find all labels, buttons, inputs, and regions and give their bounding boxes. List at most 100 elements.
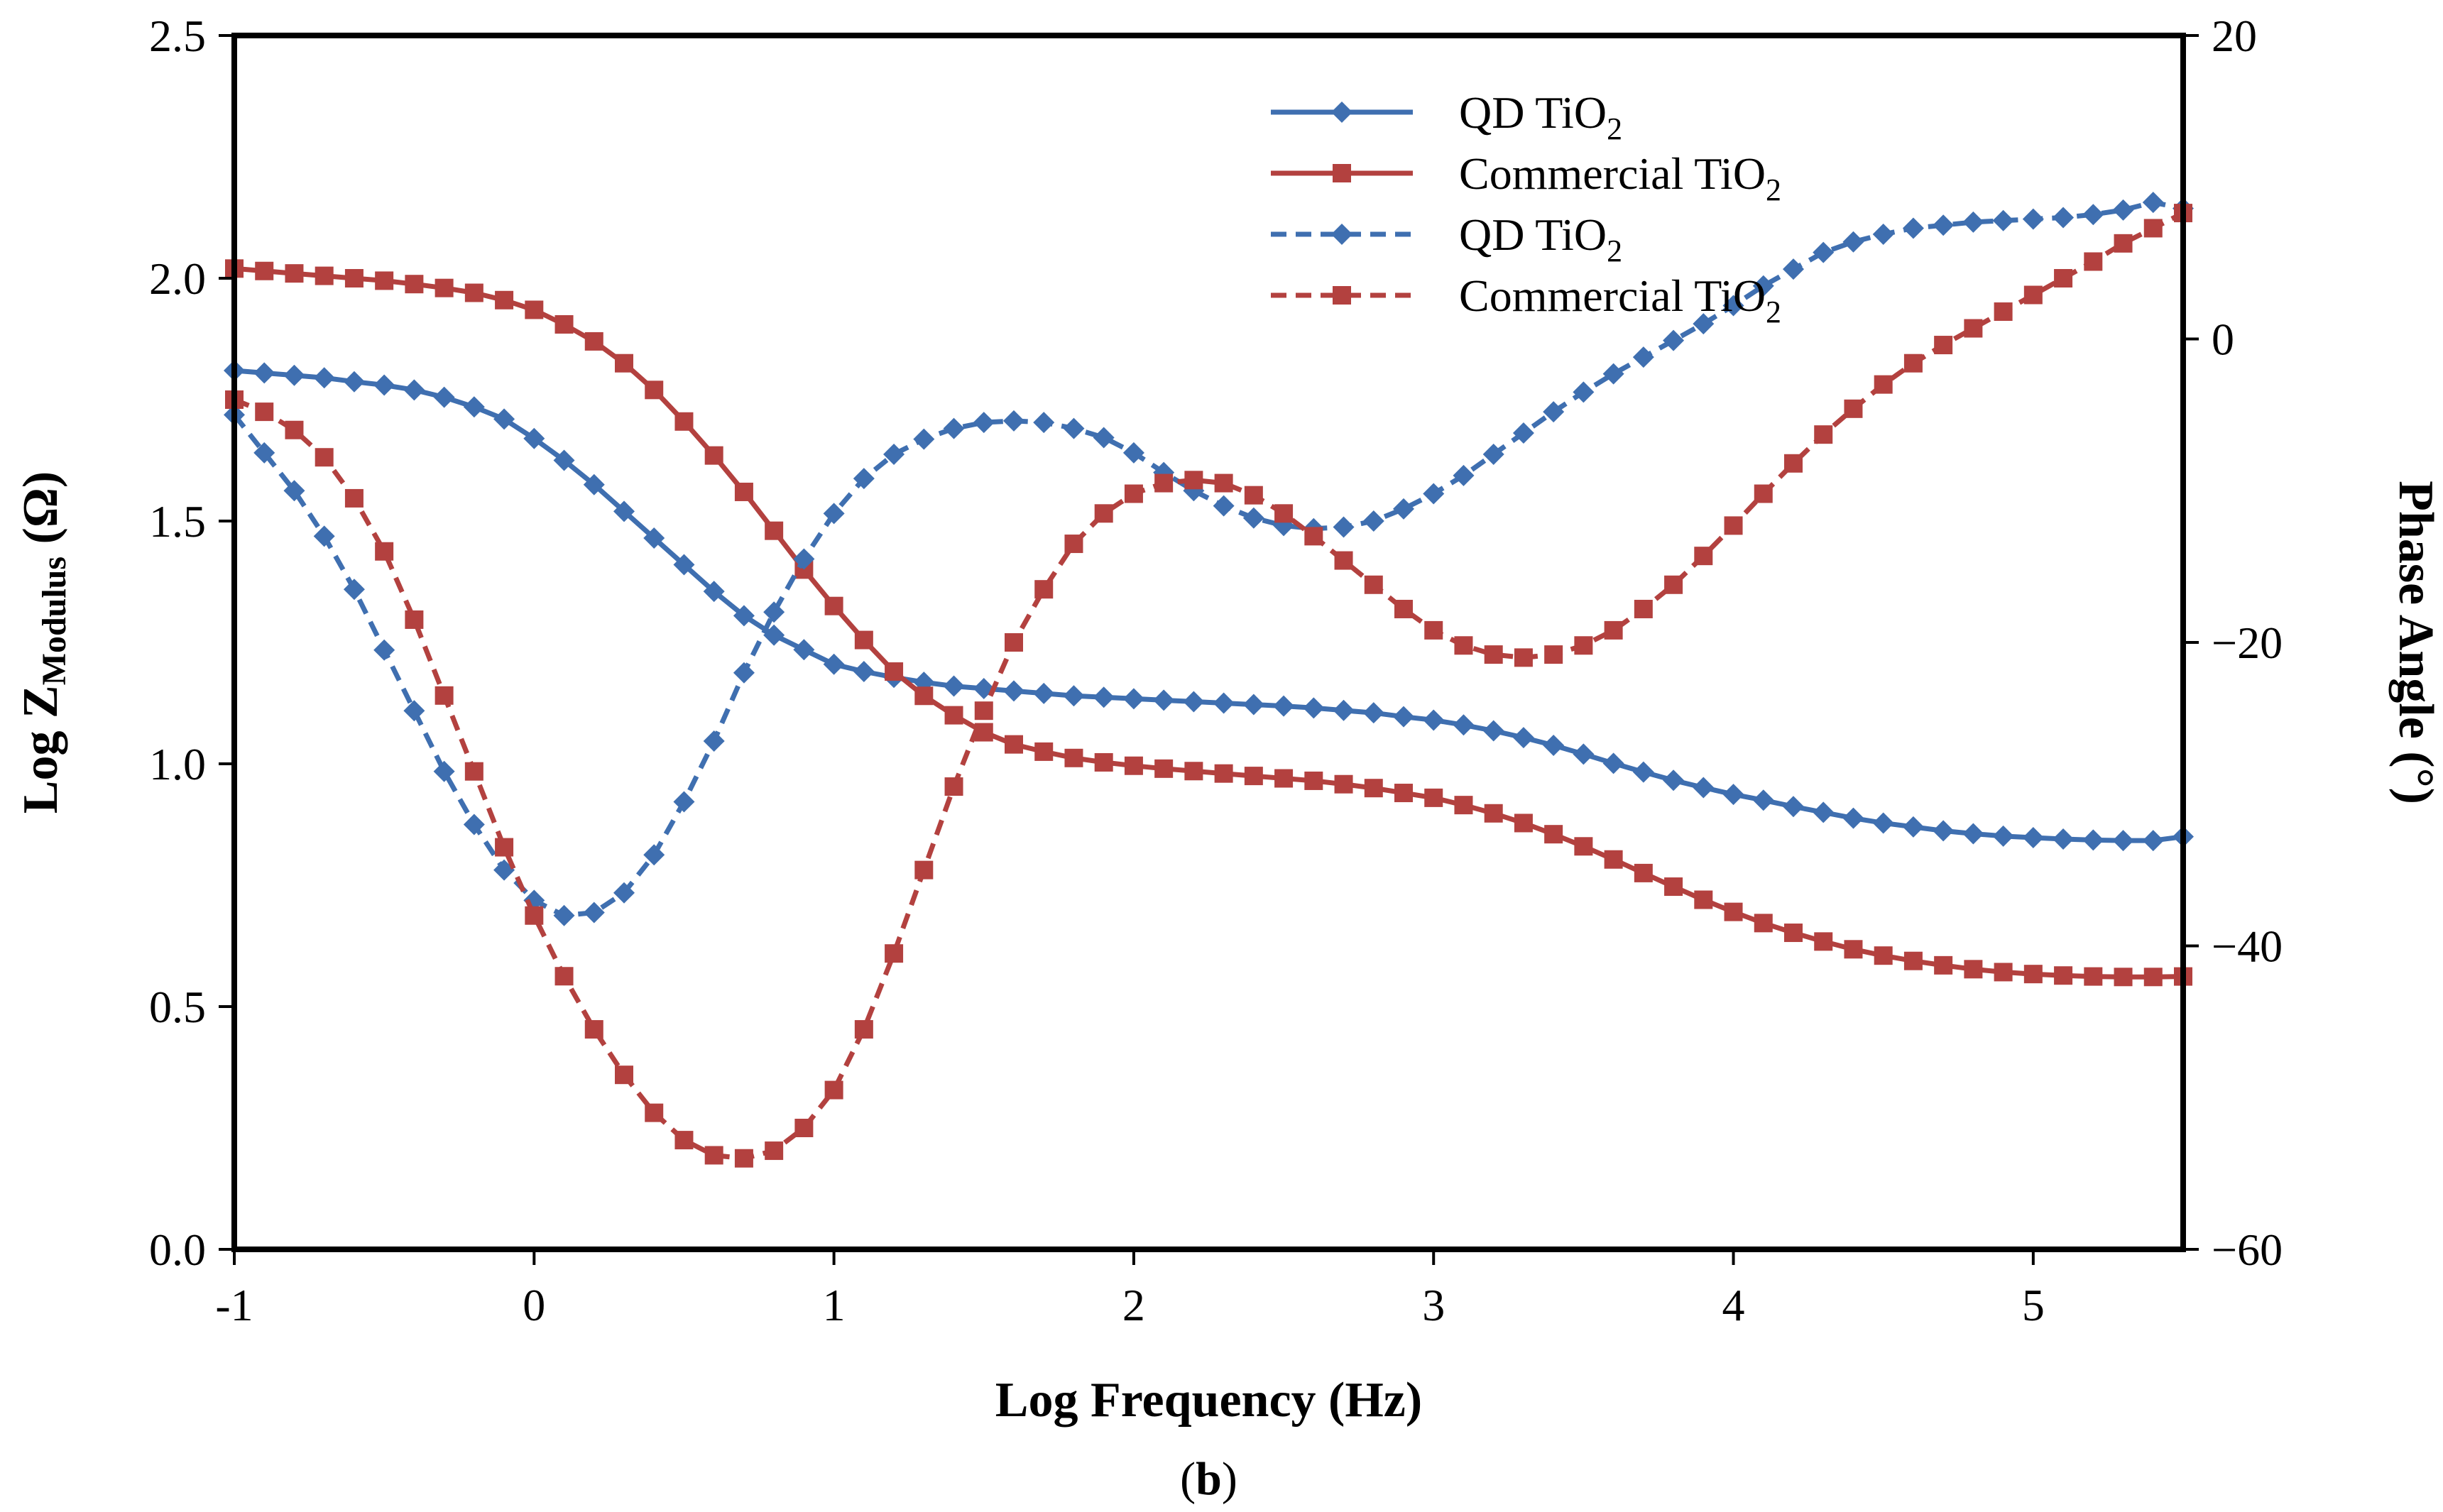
panel-label-letter: b xyxy=(1196,1453,1222,1505)
x-tick-label: 3 xyxy=(1422,1280,1445,1330)
right-y-tick-label: −20 xyxy=(2212,618,2283,668)
data-point-qd-phase xyxy=(1872,224,1894,246)
data-point-qd-modulus xyxy=(1872,812,1894,834)
legend-marker-commercial-modulus xyxy=(1333,164,1351,182)
data-point-qd-phase xyxy=(1242,507,1264,529)
data-point-commercial-modulus xyxy=(1454,796,1473,815)
data-point-qd-phase xyxy=(1063,417,1085,439)
legend-label-qd-modulus: QD TiO2 xyxy=(1459,87,1622,146)
data-point-qd-modulus xyxy=(763,624,785,646)
right-y-tick-label: −60 xyxy=(2212,1225,2283,1275)
data-point-qd-modulus xyxy=(733,605,755,627)
data-point-qd-phase xyxy=(1992,209,2014,231)
data-point-qd-phase xyxy=(1512,422,1534,444)
data-point-qd-phase xyxy=(1003,410,1024,432)
data-point-qd-phase xyxy=(793,548,815,570)
data-point-qd-modulus xyxy=(1303,697,1325,719)
data-point-commercial-modulus xyxy=(645,380,664,400)
data-point-commercial-phase xyxy=(1034,580,1054,599)
data-point-commercial-modulus xyxy=(2023,965,2043,984)
legend-label-subscript: 2 xyxy=(1766,295,1781,329)
series-qd-phase xyxy=(224,192,2194,926)
x-tick-label: 4 xyxy=(1722,1280,1745,1330)
data-point-commercial-phase xyxy=(1184,471,1203,490)
data-point-qd-phase xyxy=(1362,510,1384,532)
data-point-commercial-modulus xyxy=(2114,968,2133,987)
data-point-qd-phase xyxy=(823,503,845,525)
series-qd-modulus xyxy=(224,359,2194,852)
data-point-commercial-phase xyxy=(1634,599,1653,618)
data-point-commercial-phase xyxy=(974,701,993,721)
data-point-qd-modulus xyxy=(253,362,275,384)
data-point-commercial-modulus xyxy=(1364,779,1383,798)
x-tick-label: 1 xyxy=(823,1280,846,1330)
data-point-qd-phase xyxy=(1752,275,1774,297)
legend-marker-commercial-phase xyxy=(1333,286,1351,305)
data-point-commercial-phase xyxy=(1754,484,1773,503)
data-point-commercial-modulus xyxy=(1964,960,1983,979)
data-point-commercial-modulus xyxy=(1754,914,1773,933)
data-point-commercial-phase xyxy=(1005,633,1023,652)
data-point-qd-modulus xyxy=(1122,688,1144,710)
data-point-commercial-phase xyxy=(1454,636,1473,655)
data-point-commercial-phase xyxy=(1304,527,1323,546)
data-point-qd-modulus xyxy=(523,427,545,449)
legend-label-main: Commercial TiO xyxy=(1459,270,1766,321)
legend-label-subscript: 2 xyxy=(1766,172,1781,207)
data-point-commercial-phase xyxy=(255,402,274,422)
data-point-commercial-phase xyxy=(674,1131,694,1150)
data-point-commercial-phase xyxy=(885,944,904,963)
right-y-tick-label: 0 xyxy=(2212,314,2234,365)
data-point-commercial-modulus xyxy=(1544,825,1563,844)
data-point-commercial-modulus xyxy=(1634,863,1653,882)
data-point-qd-phase xyxy=(763,601,785,623)
data-point-commercial-modulus xyxy=(674,412,694,431)
data-point-commercial-phase xyxy=(435,686,454,705)
x-tick-label: -1 xyxy=(215,1280,253,1330)
data-point-commercial-phase xyxy=(704,1146,723,1165)
data-point-commercial-modulus xyxy=(1334,774,1353,794)
data-point-commercial-phase xyxy=(1274,504,1294,523)
data-point-commercial-phase xyxy=(1064,535,1083,554)
data-point-qd-modulus xyxy=(1693,777,1715,799)
data-point-qd-modulus xyxy=(2053,828,2075,850)
data-point-commercial-phase xyxy=(285,420,304,439)
data-point-qd-modulus xyxy=(463,396,485,418)
data-point-commercial-phase xyxy=(765,1141,784,1161)
legend-item-qd-modulus: QD TiO2 xyxy=(1271,87,1622,146)
data-point-commercial-phase xyxy=(1244,486,1263,505)
data-point-commercial-phase xyxy=(734,1149,753,1168)
legend-item-commercial-phase: Commercial TiO2 xyxy=(1271,270,1781,329)
data-point-commercial-modulus xyxy=(495,290,514,309)
data-point-qd-phase xyxy=(1213,495,1235,517)
data-point-commercial-phase xyxy=(1994,302,2013,322)
data-point-commercial-phase xyxy=(1724,516,1743,535)
data-point-commercial-phase xyxy=(2143,219,2163,238)
data-point-qd-modulus xyxy=(823,653,845,675)
data-point-qd-phase xyxy=(1333,516,1355,538)
data-point-qd-phase xyxy=(403,700,425,722)
data-point-qd-modulus xyxy=(583,473,605,495)
data-point-qd-modulus xyxy=(493,408,515,430)
data-point-commercial-phase xyxy=(944,777,963,796)
data-point-qd-modulus xyxy=(1063,685,1085,707)
data-point-qd-modulus xyxy=(1183,691,1205,713)
data-point-qd-modulus xyxy=(643,527,665,549)
legend-label-commercial-phase: Commercial TiO2 xyxy=(1459,270,1781,329)
data-point-qd-phase xyxy=(313,525,335,547)
data-point-commercial-phase xyxy=(584,1020,603,1039)
legend-label-commercial-modulus: Commercial TiO2 xyxy=(1459,148,1781,207)
data-point-qd-modulus xyxy=(283,364,305,386)
data-point-commercial-phase xyxy=(1484,645,1503,664)
data-point-commercial-phase xyxy=(914,860,934,880)
data-point-commercial-phase xyxy=(1094,504,1113,523)
data-point-commercial-phase xyxy=(1574,636,1593,655)
data-point-qd-modulus xyxy=(1573,743,1595,765)
data-point-qd-phase xyxy=(1902,217,1924,239)
data-point-qd-modulus xyxy=(1602,752,1624,774)
data-point-qd-phase xyxy=(613,882,635,904)
data-point-commercial-modulus xyxy=(1604,850,1623,869)
data-point-qd-phase xyxy=(2082,204,2104,226)
